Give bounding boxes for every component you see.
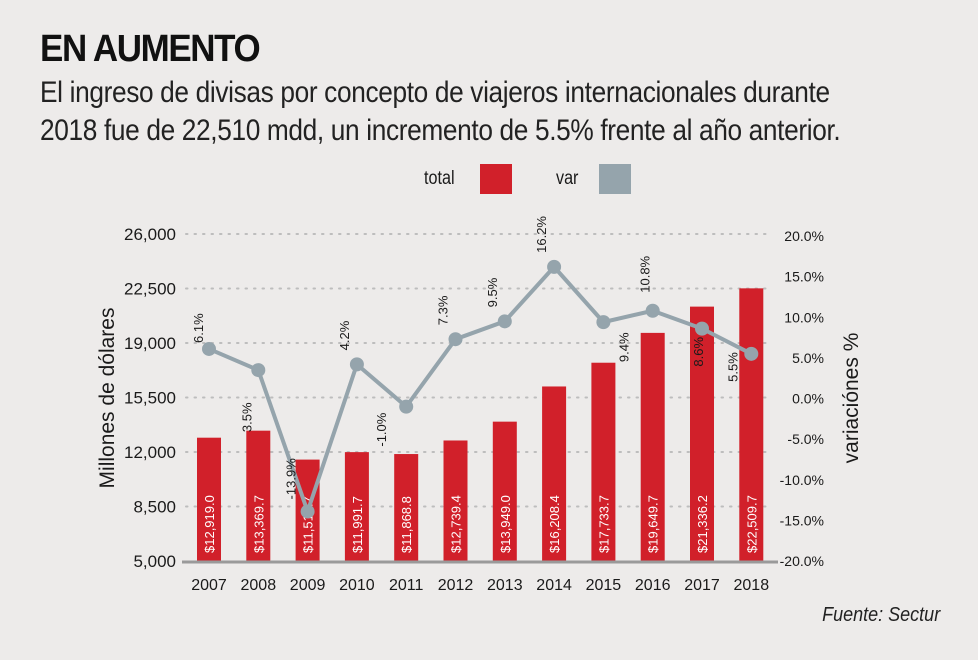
var-point [300,504,315,519]
y-tick-label: 12,000 [124,443,176,462]
x-tick-label: 2008 [241,577,277,594]
y-axis-left-label: Millones de dólares [96,308,119,489]
var-point [547,259,562,274]
x-tick-label: 2009 [290,577,326,594]
bar-value-label: $11,991.7 [350,496,365,553]
bar [394,454,419,561]
x-tick-label: 2010 [339,577,375,594]
bar-value-label: $17,733.7 [596,495,611,553]
x-tick-label: 2012 [438,577,474,594]
x-tick-label: 2018 [734,577,770,594]
bar [344,452,369,561]
y2-tick-label: -20.0% [780,553,824,569]
bar [197,437,221,561]
var-point [596,315,611,330]
var-value-label: 5.5% [725,352,740,382]
var-value-label: -13.9% [284,458,299,500]
y-tick-label: 8,500 [133,498,176,517]
y-tick-label: 26,000 [124,225,176,244]
line-data-labels: 6.1% 3.5% -13.9% 4.2% -1.0% 7.3% 9.5% 16.2% 9.4%… [191,216,740,500]
var-value-label: 9.4% [616,332,631,362]
bar [443,440,468,561]
bar-value-label: $12,739.4 [449,495,464,553]
var-value-label: -1.0% [374,412,389,446]
bar-value-label: $13,949.0 [498,495,513,553]
x-tick-label: 2007 [191,577,227,594]
x-tick-label: 2015 [586,577,622,594]
chart-subtitle: El ingreso de divisas por concepto de vi… [40,74,915,150]
bar-data-labels: $12,919.0 $13,369.7 $11,512.7 $11,991.7 $11,… [202,495,759,553]
var-point [448,332,463,347]
var-point [202,341,216,356]
legend-label-var: var [556,168,579,189]
var-point [399,399,414,414]
var-value-label: 6.1% [191,313,206,343]
var-point [645,303,660,318]
legend-label-total: total [424,168,455,189]
line-series-var [202,259,759,519]
var-point [744,346,759,361]
var-value-label: 8.6% [691,337,706,367]
source-note: Fuente: Sectur [821,604,940,626]
y-tick-label: 15,500 [124,389,176,408]
chart-title: EN AUMENTO [40,28,261,70]
bar-value-label: $22,509.7 [744,495,759,553]
bar-value-label: $11,868.8 [399,496,414,553]
x-tick-label: 2013 [487,577,523,594]
bar-value-label: $13,369.7 [251,495,266,553]
x-tick-label: 2016 [635,577,671,594]
y2-tick-label: -15.0% [780,512,824,528]
bar [640,332,665,561]
bar [542,386,567,561]
y-tick-label: 19,000 [124,334,176,353]
y2-tick-label: 10.0% [784,309,824,325]
subtitle-line-1: El ingreso de divisas por concepto de vi… [40,76,830,109]
y-axis-right-label: variaciónes % [840,333,863,464]
x-tick-label: 2011 [389,577,424,594]
x-axis-ticks: 2007 2008 2009 2010 2011 2012 2013 2014 2015 2016… [191,577,769,594]
var-value-label: 4.2% [337,320,352,350]
subtitle-line-2: 2018 fue de 22,510 mdd, un incremento de… [40,114,841,147]
y2-tick-label: -5.0% [787,431,824,447]
x-tick-label: 2014 [536,577,572,594]
y2-tick-label: 5.0% [792,350,824,366]
bar [246,430,271,561]
bar-value-label: $16,208.4 [547,495,562,553]
y-tick-label: 22,500 [124,280,176,299]
bar-value-label: $21,336.2 [695,495,710,553]
y2-tick-label: 0.0% [792,391,824,407]
x-tick-label: 2017 [684,577,720,594]
bar-value-label: $19,649.7 [646,495,661,553]
y-axis-left-ticks: 5,000 8,500 12,000 15,500 19,000 22,500 26,000 [124,225,176,571]
var-value-label: 10.8% [638,255,653,292]
var-value-label: 7.3% [436,295,451,325]
var-value-label: 16.2% [534,216,549,253]
legend-swatch-total [480,164,512,194]
var-point [349,357,364,372]
bar [492,421,517,561]
y-axis-right-ticks: -20.0% -15.0% -10.0% -5.0% 0.0% 5.0% 10.0% 15.0… [780,228,824,569]
var-point [695,321,709,336]
legend-swatch-var [599,164,631,194]
var-point [497,314,512,329]
y-tick-label: 5,000 [133,552,176,571]
y2-tick-label: 15.0% [784,269,824,285]
var-value-label: 9.5% [485,277,500,307]
bar [690,306,714,561]
bar [591,362,616,561]
var-line [208,264,753,514]
bar [739,288,764,561]
bar-series-total [197,288,764,561]
gridlines [185,233,771,508]
var-value-label: 3.5% [239,402,254,432]
y2-tick-label: -10.0% [780,472,824,488]
bar-value-label: $12,919.0 [202,495,217,553]
var-point [251,363,266,378]
y2-tick-label: 20.0% [784,228,824,244]
